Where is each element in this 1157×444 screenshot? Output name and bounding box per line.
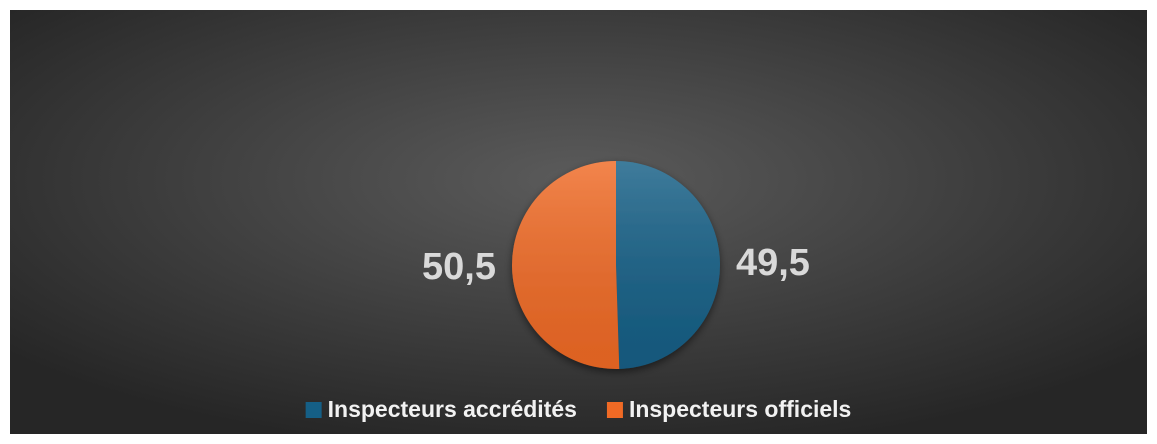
pie bbox=[512, 161, 721, 369]
legend-label: Inspecteurs accrédités bbox=[328, 396, 577, 422]
data-label: 49,5 bbox=[736, 242, 810, 284]
data-label: 50,5 bbox=[422, 246, 496, 288]
slice-sheen bbox=[616, 161, 721, 369]
legend-label: Inspecteurs officiels bbox=[629, 396, 851, 422]
legend-swatch bbox=[606, 402, 623, 418]
legend-swatch bbox=[305, 402, 322, 418]
slice-sheen bbox=[512, 161, 620, 369]
